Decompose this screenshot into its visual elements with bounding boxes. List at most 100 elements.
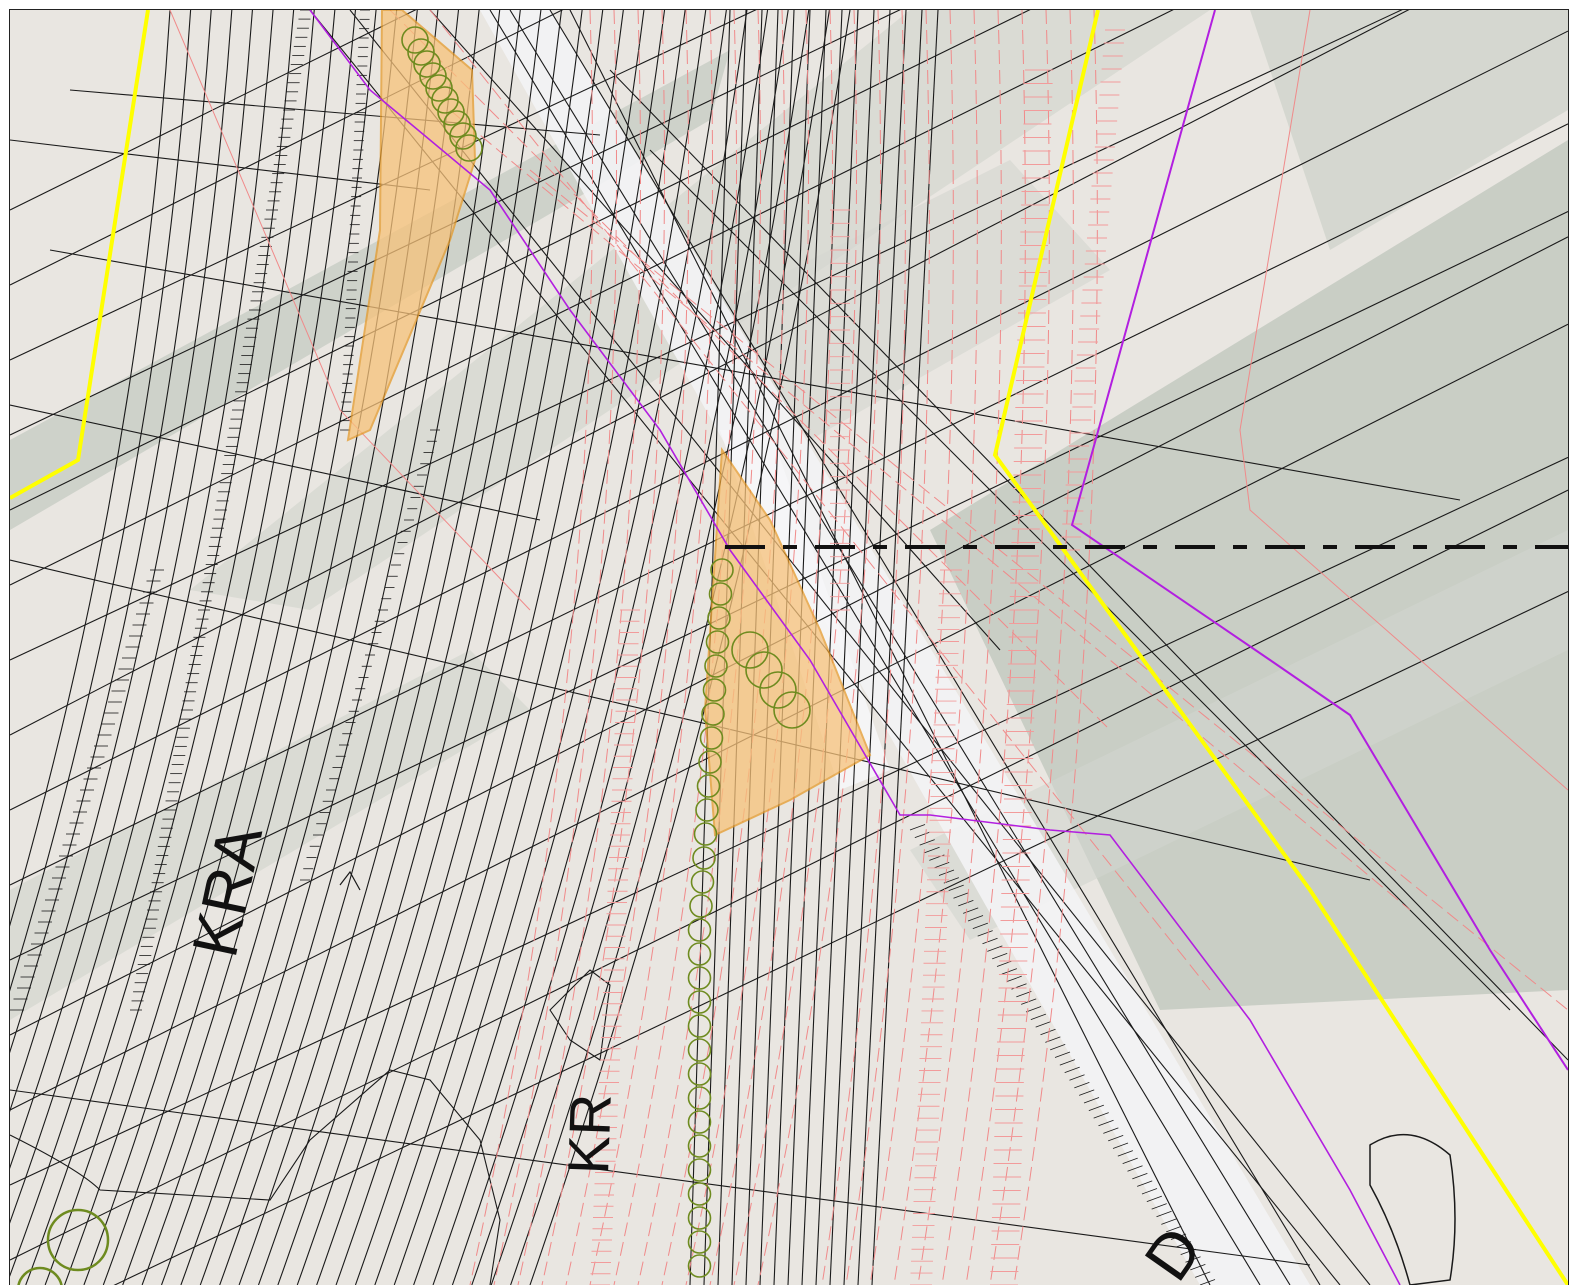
tree-icon [687,1038,712,1062]
utility-line [449,109,1411,911]
hatch-stroke [1161,1218,1177,1225]
utility-line [517,10,641,1285]
road-surface [480,10,1310,1285]
utility-line [941,10,1026,1285]
road-edge-line [10,10,295,1277]
turn-arrow-icon [339,870,361,891]
tree-icon [687,1254,712,1278]
road-edge-line [10,10,171,927]
grid-line [10,456,1568,1186]
purple-boundary-west [309,10,1401,1285]
tree-icon [708,582,733,606]
road-edge-line [451,10,769,1285]
utility-line [541,10,665,1285]
terrain-shadow-band [1250,10,1568,250]
grid-line [113,590,1568,1285]
hatch-stroke [1166,1226,1182,1233]
grid-line [10,489,1568,1261]
grid-line [10,10,1031,511]
grid-line [10,10,1410,736]
hatch-stroke [919,839,935,846]
tree-icon [759,671,797,709]
road-edge-line [199,10,501,1285]
map-canvas[interactable]: KRA KR D -- — - — — - — -- -- --- [9,9,1569,1285]
utility-hatching [590,29,1125,1285]
hatch-stroke [1030,1013,1047,1020]
hatch-stroke [1054,1051,1071,1058]
grid-line [10,10,1403,661]
road-edge-line [238,10,542,1285]
road-edge-line [44,10,336,1285]
road-edge-line [815,10,875,1285]
grid-line [10,139,431,191]
hatch-stroke [1069,1074,1085,1081]
hatch-stroke [1040,1028,1056,1036]
utility-line [429,10,1211,991]
tree-icon [449,122,477,150]
hatch-stroke [1122,1157,1138,1165]
tree-icon [687,918,712,942]
hatch-stroke [934,862,950,869]
tree-large-icon [46,1208,110,1272]
road-edge-line [102,10,398,1285]
hatch-stroke [1141,1188,1158,1195]
tree-icon [687,942,712,966]
terrain-shadow-band [910,530,1568,940]
grid-line [10,10,901,436]
road-edge-line [257,10,563,1285]
grid-line [10,10,757,361]
plot-outline [10,1069,501,1285]
road-edge-line [10,10,233,1113]
tree-icon [431,86,459,114]
utility-line [469,10,593,1285]
utility-line [1239,10,1568,791]
purple-boundary-east [1070,10,1568,1071]
terrain-shadow-band [710,160,1110,440]
boundary-lines [10,10,1568,1285]
tree-icon [687,1182,712,1206]
tree-icon [699,726,724,750]
road-edge-line [10,10,212,1054]
tree-icon [413,50,441,78]
tree-icon [437,98,465,126]
road-edge-line [83,10,377,1285]
utility-lines [169,10,1568,1285]
grid-line [10,10,417,211]
hatch-stroke [943,877,960,884]
hatch-stroke [1127,1165,1143,1172]
hatch-stroke [1098,1119,1114,1127]
tree-icon [701,702,725,726]
orange-area-north [346,10,477,442]
tree-icon [695,798,719,822]
utility-line [1013,10,1098,1285]
grid-line [10,30,1568,811]
road-edge-line [549,10,1321,1285]
hatch-stroke [996,960,1013,967]
hatch-stroke [992,953,1008,960]
hatch-stroke [1006,975,1022,983]
road-edge-line [354,10,666,1285]
road-edge-line [413,10,727,1285]
utility-line [821,10,906,1285]
hatch-stroke [1103,1127,1119,1134]
hatch-stroke [1156,1210,1172,1218]
grid-line [69,89,601,136]
hatch-stroke [1185,1256,1201,1263]
hatch-stroke [1035,1021,1051,1028]
hatch-stroke [1137,1180,1153,1187]
hatch-stroke [1199,1279,1216,1285]
tree-icon [693,822,718,846]
tree-icon [407,38,435,66]
tree-icon [690,870,715,894]
hatch-stroke [953,892,969,899]
tree-icon [425,74,453,102]
road-edge-line [857,10,923,1285]
hatch-stroke [1190,1263,1206,1271]
hatch-stroke [1151,1203,1167,1210]
tree-icon [687,1134,712,1158]
road-edge-line [429,10,1001,651]
tree-icon [692,846,716,870]
tree-icon [401,26,429,54]
yellow-boundary-east [992,10,1568,1285]
tree-icon [419,62,447,90]
